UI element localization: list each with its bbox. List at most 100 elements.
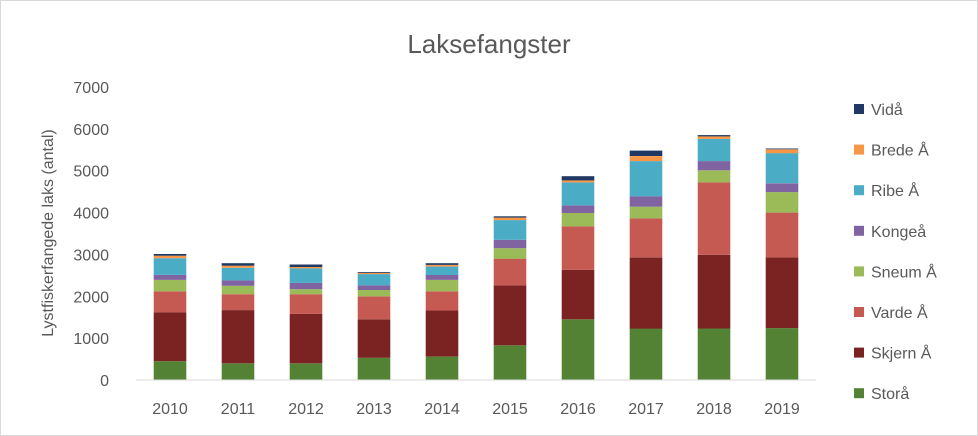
bar-segment [493,239,527,249]
bar-segment [765,149,799,154]
bar-segment [561,182,595,206]
bar-segment [561,319,595,380]
bars [153,135,799,380]
bar-segment [425,280,459,292]
y-tick-label: 0 [100,373,109,390]
legend-label: Sneum Å [871,262,937,281]
bar-segment [697,161,731,171]
bar-segment [425,310,459,357]
bar-segment [697,135,731,137]
y-tick-label: 4000 [73,206,109,223]
bar-segment [357,319,391,358]
bar-segment [629,328,663,380]
bar-segment [629,218,663,258]
bar-segment [221,363,255,380]
bar-segment [425,266,459,275]
bar-segment [629,150,663,156]
bar-segment [153,291,187,313]
bar-segment [425,264,459,267]
bar-segment [765,153,799,184]
bar-segment [697,182,731,255]
bar-segment [765,148,799,150]
legend-swatch [854,347,864,358]
chart-title: Laksefangster [407,29,571,59]
bar-segment [629,161,663,197]
x-axis-ticks: 2010 2011 2012 2013 2014 2015 2016 2017 2018 2019 [152,401,800,418]
bar-segment [425,263,459,265]
legend-label: Skjern Å [871,344,932,363]
bar-segment [425,356,459,380]
legend-swatch [854,104,864,114]
legend-swatch [854,266,864,277]
bar-segment [289,268,323,283]
legend-swatch [854,307,864,317]
y-tick-label: 7000 [73,80,109,97]
bar-segment [289,313,323,364]
bar-segment [357,285,391,290]
bar-segment [289,363,323,380]
bar-segment [629,196,663,207]
y-axis-label-group: Lystfiskerfangede laks (antal) [40,129,57,337]
bar-segment [765,328,799,380]
bar-segment [425,291,459,311]
bar-segment [289,289,323,295]
x-tick-label: 2017 [628,401,664,418]
legend-swatch [854,144,864,155]
bar-segment [357,272,391,275]
legend-label: Varde Å [871,303,928,322]
bar-segment [153,254,187,256]
bar-segment [765,192,799,213]
y-tick-label: 3000 [73,247,109,264]
bar-segment [357,357,391,380]
bar-segment [357,272,391,273]
bar-segment [697,136,731,139]
bar-segment [221,285,255,295]
bar-segment [561,213,595,227]
bar-segment [153,280,187,292]
bar-segment [765,257,799,329]
bar-segment [221,280,255,286]
bar-segment [493,248,527,259]
bar-segment [493,285,527,346]
x-tick-label: 2015 [492,401,528,418]
bar-segment [697,138,731,162]
bar-segment [153,361,187,380]
bar-segment [629,206,663,219]
bar-segment [561,180,595,183]
legend: Vidå Brede Å Ribe Å Kongeå Sneum Å Varde Å Skj… [854,101,937,403]
x-tick-label: 2012 [288,401,324,418]
bar-segment [493,217,527,221]
x-tick-label: 2016 [560,401,596,418]
bar-segment [561,205,595,213]
y-tick-label: 6000 [73,122,109,139]
bar-segment [221,310,255,364]
bar-segment [697,254,731,329]
bar-segment [629,156,663,162]
legend-label: Storå [871,385,909,403]
y-tick-label: 1000 [73,331,109,348]
legend-swatch [854,388,864,399]
bar-segment [289,282,323,290]
y-tick-label: 5000 [73,164,109,181]
bar-segment [561,176,595,181]
bar-segment [357,290,391,297]
y-axis-label: Lystfiskerfangede laks (antal) [40,129,57,337]
bar-segment [765,212,799,258]
bar-segment [493,345,527,380]
legend-label: Ribe Å [871,181,919,200]
bar-segment [153,258,187,275]
y-tick-label: 2000 [73,289,109,306]
bar-segment [561,269,595,320]
x-tick-label: 2013 [356,401,392,418]
bar-segment [153,255,187,259]
bar-segment [493,258,527,286]
bar-segment [425,274,459,280]
bar-segment [629,257,663,329]
y-axis-ticks: 0 1000 2000 3000 4000 5000 6000 7000 [73,80,109,390]
x-tick-label: 2014 [424,401,460,418]
x-tick-label: 2019 [764,401,800,418]
bar-segment [289,267,323,269]
x-tick-label: 2018 [696,401,732,418]
